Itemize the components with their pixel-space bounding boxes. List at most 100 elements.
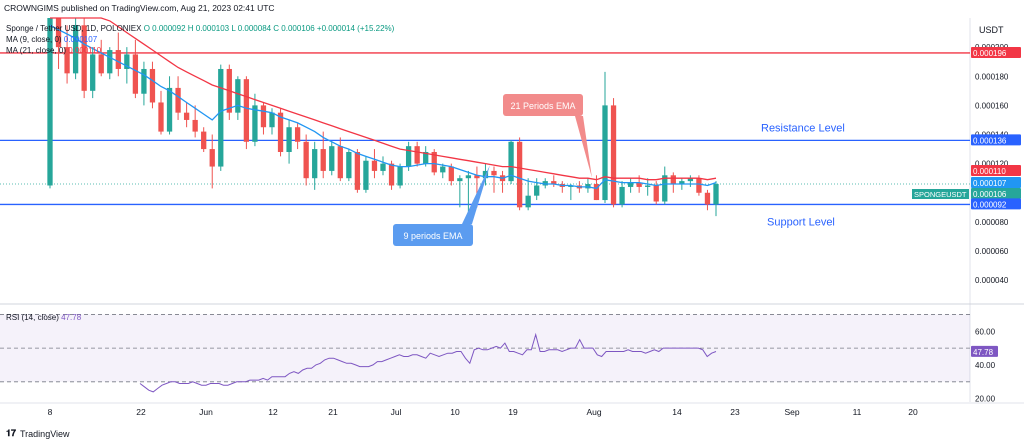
price-label-box bbox=[971, 177, 1021, 188]
ema9-annotation-pointer bbox=[462, 165, 490, 224]
ohlc-values: O 0.000092 H 0.000103 L 0.000084 C 0.000… bbox=[143, 24, 395, 33]
rsi-value: 47.78 bbox=[61, 313, 82, 322]
candle-body bbox=[320, 149, 326, 171]
candle-body bbox=[371, 160, 378, 171]
candle-body bbox=[209, 149, 215, 167]
ma21-label: MA (21, close, 0) bbox=[6, 46, 67, 55]
candle-body bbox=[593, 184, 600, 201]
time-tick-label: 23 bbox=[730, 407, 740, 417]
candle-body bbox=[457, 178, 463, 182]
publisher-header: CROWNGIMS published on TradingView.com, … bbox=[4, 3, 275, 13]
candle-body bbox=[294, 127, 301, 142]
candle-body bbox=[166, 87, 173, 132]
time-tick-label: 20 bbox=[908, 407, 918, 417]
candle-body bbox=[380, 163, 386, 171]
candle-body bbox=[696, 178, 702, 193]
candle-body bbox=[81, 25, 87, 91]
candle-body bbox=[183, 112, 190, 120]
candle-body bbox=[687, 178, 694, 182]
ema21-annotation-box bbox=[503, 94, 583, 116]
symbol-title: Sponge / Tether USD, 1D, POLONIEX bbox=[6, 24, 142, 33]
candle-body bbox=[388, 163, 395, 186]
symbol-tag-box bbox=[912, 189, 969, 199]
candle-body bbox=[218, 68, 224, 167]
candle-body bbox=[662, 175, 668, 202]
candle-body bbox=[201, 131, 207, 150]
candle-body bbox=[491, 170, 497, 176]
price-tick-label: 0.000160 bbox=[975, 101, 1009, 110]
candle-body bbox=[47, 18, 53, 186]
candle-body bbox=[175, 87, 181, 113]
ema9-annotation-box bbox=[393, 224, 473, 246]
price-tick-label: 0.000120 bbox=[975, 160, 1009, 169]
candle-body bbox=[627, 182, 634, 187]
price-label-text: 0.000196 bbox=[973, 49, 1007, 58]
candle-body bbox=[645, 185, 651, 187]
time-tick-label: Jun bbox=[199, 407, 213, 417]
candle-body bbox=[312, 149, 318, 179]
candle-body bbox=[534, 185, 540, 196]
ma9-line bbox=[49, 24, 717, 190]
time-tick-label: Jul bbox=[391, 407, 402, 417]
symbol-legend: Sponge / Tether USD, 1D, POLONIEX O 0.00… bbox=[6, 24, 394, 33]
footer-brand: 𝟏𝟕 TradingView bbox=[6, 428, 70, 439]
resistance-level-label: Resistance Level bbox=[761, 122, 845, 134]
time-tick-label: 12 bbox=[268, 407, 278, 417]
tradingview-logo-icon: 𝟏𝟕 bbox=[6, 428, 17, 438]
candle-body bbox=[568, 185, 574, 187]
candle-body bbox=[636, 182, 642, 187]
ma9-label: MA (9, close, 0) bbox=[6, 35, 62, 44]
price-tick-label: 0.000080 bbox=[975, 218, 1009, 227]
candle-body bbox=[653, 185, 659, 202]
ma9-value: 0.000107 bbox=[63, 35, 98, 44]
price-tick-label: 0.000060 bbox=[975, 247, 1009, 256]
candle-body bbox=[158, 102, 164, 132]
ema21-annotation-pointer bbox=[575, 116, 592, 178]
candle-body bbox=[346, 151, 352, 179]
time-tick-label: 11 bbox=[853, 407, 862, 417]
candle-body bbox=[713, 184, 719, 205]
symbol-tag-text: SPONGEUSDT bbox=[914, 190, 967, 199]
ma21-line bbox=[50, 17, 717, 181]
candle-body bbox=[286, 127, 292, 152]
candle-body bbox=[602, 105, 608, 201]
candle-body bbox=[107, 50, 113, 74]
price-label-box bbox=[971, 134, 1021, 146]
ema21-annotation-text: 21 Periods EMA bbox=[510, 101, 575, 111]
candle-body bbox=[132, 54, 139, 94]
candle-body bbox=[72, 25, 79, 74]
candle-body bbox=[363, 160, 369, 190]
candle-body bbox=[55, 18, 62, 48]
support-level-label: Support Level bbox=[767, 216, 835, 228]
price-label-box bbox=[971, 165, 1021, 176]
time-tick-label: Sep bbox=[784, 407, 799, 417]
candle-body bbox=[670, 175, 676, 185]
price-label-box bbox=[971, 188, 1021, 199]
time-tick-label: 10 bbox=[450, 407, 460, 417]
candle-body bbox=[610, 105, 617, 205]
candle-body bbox=[277, 112, 284, 152]
candle-body bbox=[585, 184, 591, 189]
candle-body bbox=[474, 175, 480, 179]
candle-body bbox=[149, 68, 156, 103]
candle-body bbox=[329, 146, 335, 171]
candle-body bbox=[192, 119, 198, 132]
rsi-tick-label: 20.00 bbox=[975, 395, 996, 404]
time-tick-label: 14 bbox=[672, 407, 682, 417]
candle-body bbox=[98, 54, 104, 74]
price-label-box bbox=[971, 46, 1021, 58]
candle-body bbox=[423, 151, 429, 164]
price-label-text: 0.000107 bbox=[973, 179, 1007, 188]
rsi-tick-label: 60.00 bbox=[975, 327, 996, 336]
ema9-annotation-text: 9 periods EMA bbox=[403, 231, 462, 241]
time-tick-label: 22 bbox=[136, 407, 146, 417]
ma21-value: 0.000110 bbox=[68, 46, 102, 55]
price-label-box bbox=[971, 198, 1021, 210]
currency-label: USDT bbox=[979, 25, 1004, 35]
candle-body bbox=[235, 79, 241, 113]
candle-body bbox=[542, 181, 548, 186]
footer-brand-label: TradingView bbox=[20, 428, 70, 439]
candle-body bbox=[243, 79, 250, 142]
